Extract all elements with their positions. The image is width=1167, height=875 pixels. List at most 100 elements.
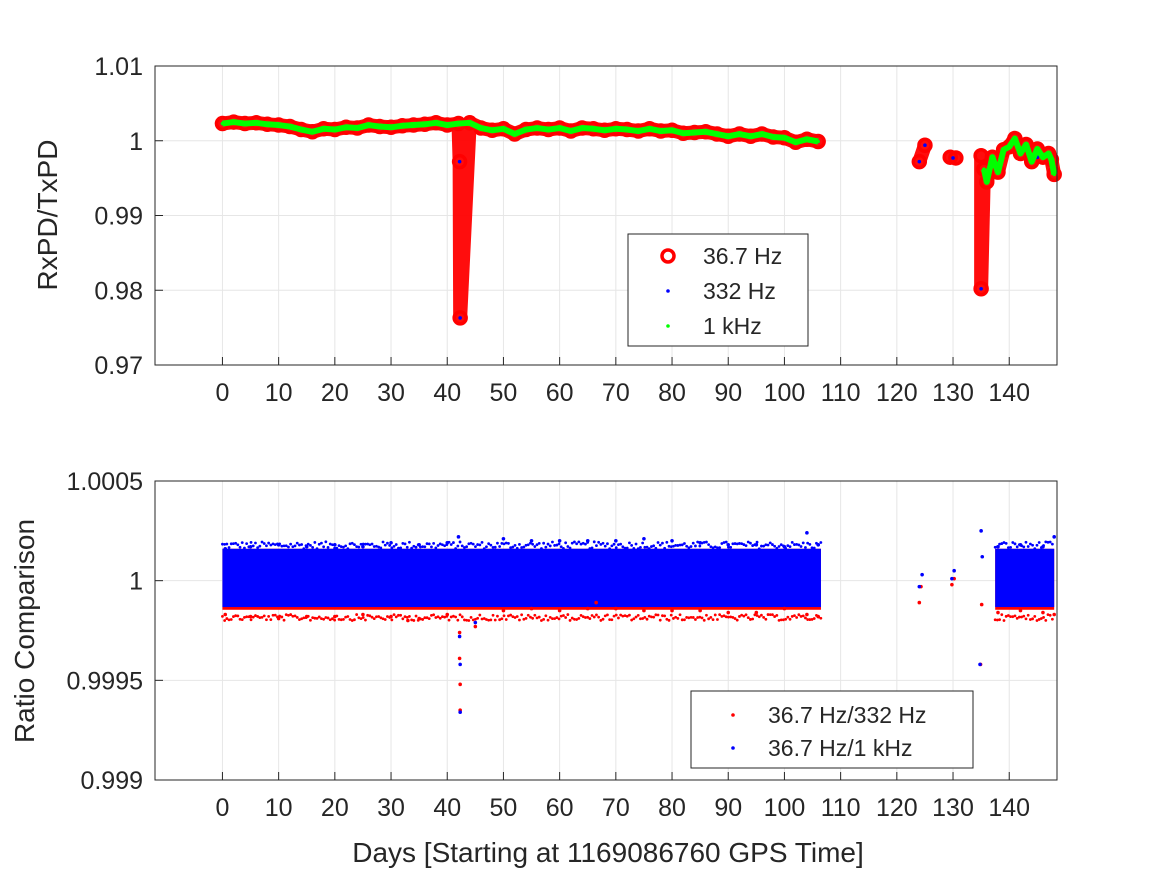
- legend: 36.7 Hz 332 Hz 1 kHz: [627, 233, 809, 347]
- band-fringe-point: [531, 542, 535, 546]
- data-point: [473, 624, 478, 629]
- band-fringe-point: [573, 540, 576, 544]
- band-fringe-point: [498, 545, 502, 548]
- band-fringe-point: [522, 617, 526, 621]
- band-fringe-point: [524, 616, 528, 620]
- band-fringe-point: [313, 541, 317, 544]
- band-fringe-point: [551, 617, 554, 620]
- band-fringe-point: [335, 546, 339, 550]
- band-fringe-point: [1009, 545, 1012, 549]
- band-fringe-point: [566, 545, 570, 548]
- data-point: [726, 542, 731, 547]
- band-fringe-point: [447, 618, 451, 622]
- y-axis-label: Ratio Comparison: [9, 519, 40, 743]
- band-fringe-point: [713, 613, 717, 617]
- band-fringe-point: [592, 615, 596, 619]
- band-fringe-point: [762, 615, 766, 619]
- band-fringe-point: [504, 618, 508, 621]
- band-fringe-point: [1015, 616, 1019, 620]
- band-fringe-point: [720, 614, 724, 618]
- band-fringe-point: [487, 542, 491, 546]
- band-fringe-point: [372, 545, 376, 548]
- band-fringe-point: [234, 541, 238, 545]
- band-fringe-point: [298, 618, 301, 622]
- data-point: [276, 123, 281, 127]
- band-fringe-point: [1048, 540, 1052, 544]
- band-fringe-point: [559, 614, 563, 618]
- band-fringe-point: [654, 546, 658, 550]
- band-fringe-point: [375, 615, 378, 619]
- series-36.7 Hz/1 kHz: [223, 529, 1056, 715]
- x-tick-label: 10: [265, 794, 293, 822]
- band-fringe-point: [707, 543, 711, 547]
- band-fringe-point: [295, 541, 299, 545]
- band-fringe-point: [482, 617, 486, 620]
- band-fringe-point: [1046, 613, 1050, 617]
- band-fringe-point: [729, 615, 733, 619]
- band-fringe-point: [1022, 614, 1026, 618]
- band-fringe-point: [687, 616, 691, 620]
- band-fringe-point: [454, 547, 458, 550]
- band-fringe-point: [700, 616, 704, 620]
- band-fringe-point: [749, 618, 752, 621]
- band-fringe-point: [727, 615, 730, 619]
- band-fringe-point: [718, 613, 722, 616]
- band-fringe-point: [414, 614, 418, 618]
- band-fringe-point: [555, 543, 559, 547]
- band-fringe-point: [674, 543, 678, 547]
- band-fringe-point: [680, 618, 684, 622]
- data-point: [754, 542, 759, 547]
- band-fringe-point: [786, 544, 790, 548]
- data-point: [771, 135, 775, 139]
- band-fringe-point: [223, 619, 227, 622]
- band-fringe-point: [548, 544, 552, 548]
- band-fringe-point: [788, 617, 792, 621]
- band-fringe-point: [388, 544, 392, 547]
- band-fringe-point: [284, 613, 288, 617]
- band-fringe-point: [287, 545, 290, 549]
- band-fringe-point: [287, 613, 290, 617]
- band-fringe-point: [751, 544, 755, 547]
- band-fringe-point: [716, 546, 719, 550]
- band-fringe-point: [537, 541, 541, 545]
- band-fringe-point: [500, 617, 504, 621]
- band-fringe-point: [685, 544, 689, 548]
- band-fringe-point: [773, 544, 777, 548]
- x-tick-label: 10: [265, 379, 293, 407]
- band-fringe-point: [452, 541, 455, 544]
- band-fringe-point: [306, 542, 310, 546]
- band-fringe-point: [689, 615, 693, 619]
- band-fringe-point: [540, 619, 543, 622]
- band-fringe-point: [485, 545, 488, 549]
- band-fringe-point: [225, 542, 229, 546]
- band-fringe-point: [546, 618, 550, 622]
- axes-frame: [154, 65, 1058, 366]
- band-fringe-point: [350, 619, 354, 622]
- band-fringe-point: [762, 544, 766, 548]
- band-fringe-point: [639, 617, 642, 621]
- band-fringe-point: [573, 617, 576, 621]
- band-fringe-point: [375, 544, 378, 548]
- band-fringe-point: [625, 614, 629, 618]
- band-fringe-point: [491, 545, 495, 549]
- band-fringe-point: [229, 542, 233, 546]
- band-fringe-point: [683, 542, 686, 545]
- band-fringe-point: [267, 541, 271, 545]
- band-fringe-point: [359, 542, 363, 546]
- data-point: [1046, 151, 1051, 156]
- band-fringe-point: [566, 613, 570, 616]
- band-fringe-point: [537, 615, 541, 619]
- x-tick-label: 0: [215, 379, 229, 407]
- band-fringe-point: [672, 617, 675, 620]
- x-tick-label: 130: [932, 379, 974, 407]
- data-point: [917, 159, 922, 164]
- band-fringe-point: [377, 615, 381, 618]
- data-point: [990, 155, 995, 159]
- band-fringe-point: [258, 544, 262, 548]
- band-fringe-point: [333, 546, 337, 550]
- legend-box: [690, 690, 974, 769]
- data-point: [333, 542, 337, 547]
- band-fringe-point: [458, 540, 462, 544]
- band-fringe-point: [808, 542, 812, 546]
- band-fringe-point: [245, 615, 249, 619]
